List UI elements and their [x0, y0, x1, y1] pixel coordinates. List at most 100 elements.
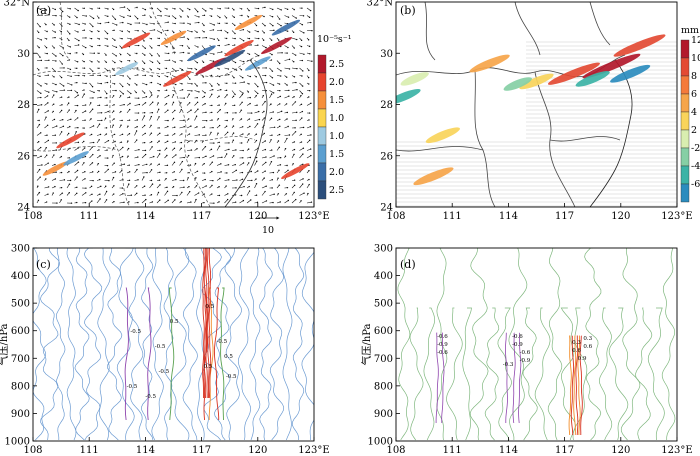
wind-vector-head — [45, 23, 47, 26]
wind-vector — [171, 199, 176, 204]
wind-vector-head — [129, 15, 132, 18]
wind-vector-head — [98, 149, 100, 151]
wind-vector-head — [270, 103, 272, 105]
wind-vector-head — [153, 29, 156, 31]
wind-vector-head — [83, 162, 85, 164]
wind-vector-head — [265, 81, 268, 84]
wind-vector — [261, 200, 267, 204]
contour-label: -0.6 — [520, 350, 531, 356]
wind-vector-head — [157, 102, 159, 104]
wind-vector-head — [293, 96, 295, 98]
wind-vector-head — [127, 140, 129, 142]
wind-vector-head — [280, 9, 282, 11]
wind-vector-head — [220, 89, 222, 91]
wind-vector-head — [288, 89, 290, 92]
contour-line — [259, 248, 273, 441]
colorbar-tick-label: 12 — [691, 35, 700, 46]
wind-vector-head — [60, 171, 63, 174]
divergence-cell — [214, 49, 246, 67]
wind-vector-head — [53, 24, 55, 26]
wind-vector-head — [120, 141, 123, 143]
wind-vector-head — [227, 164, 230, 166]
wind-vector — [36, 132, 41, 136]
wind-vector — [216, 146, 220, 151]
contour-line — [512, 332, 516, 424]
wind-vector-head — [226, 22, 228, 25]
precipitation-cell — [400, 72, 429, 86]
wind-vector — [171, 67, 177, 72]
wind-vector — [276, 67, 282, 72]
wind-vector — [164, 95, 169, 99]
colorbar-segment — [680, 93, 690, 113]
contour-line — [55, 248, 66, 440]
x-tick-label: 120 — [611, 445, 630, 456]
contour-line — [534, 307, 551, 441]
wind-vector-head — [115, 46, 118, 49]
wind-vector — [306, 155, 311, 159]
wind-vector-head — [195, 185, 198, 187]
wind-vector-head — [165, 177, 167, 180]
x-tick-label: 117 — [555, 445, 574, 456]
wind-vector — [299, 52, 305, 55]
wind-vector — [119, 147, 124, 151]
divergence-cell — [261, 37, 293, 55]
wind-vector-head — [286, 111, 289, 114]
wind-vector-head — [120, 53, 122, 56]
wind-vector — [201, 146, 206, 151]
divergence-cell — [234, 14, 263, 31]
wind-vector-head — [226, 172, 228, 174]
wind-vector-head — [167, 21, 169, 23]
wind-vector — [284, 200, 289, 204]
wind-vector-head — [107, 8, 109, 10]
wind-vector-head — [99, 193, 101, 195]
wind-vector-head — [248, 53, 251, 56]
x-tick-label: 111 — [443, 445, 462, 456]
wind-vector-head — [143, 176, 145, 178]
wind-vector-head — [168, 59, 171, 61]
wind-vector-head — [129, 78, 131, 80]
wind-vector-head — [300, 103, 303, 106]
contour-line — [620, 248, 641, 441]
wind-vector-head — [92, 74, 94, 76]
wind-vector-head — [45, 147, 47, 149]
contour-label: 0.5 — [205, 304, 214, 310]
wind-vector-head — [159, 83, 162, 86]
wind-vector-head — [60, 76, 63, 79]
wind-vector — [44, 186, 49, 189]
wind-vector-head — [121, 38, 123, 40]
wind-vector-head — [188, 47, 190, 50]
wind-vector-head — [301, 7, 303, 9]
wind-vector-head — [78, 39, 80, 42]
contour-line — [151, 248, 164, 441]
wind-vector-head — [256, 160, 258, 162]
wind-vector-head — [136, 52, 138, 55]
wind-vector-head — [56, 125, 58, 127]
contour-line — [423, 307, 436, 441]
wind-vector-head — [225, 185, 227, 187]
wind-vector-head — [194, 162, 197, 165]
wind-vector-head — [189, 190, 191, 193]
wind-vector-head — [280, 70, 282, 72]
wind-vector — [306, 60, 312, 62]
wind-vector-head — [38, 46, 40, 49]
wind-vector — [104, 169, 109, 174]
wind-vector-head — [188, 52, 190, 54]
contour-line — [163, 248, 174, 441]
wind-vector-head — [151, 47, 153, 49]
reference-vector: 10 — [258, 216, 280, 236]
wind-vector-head — [91, 200, 93, 202]
wind-vector-head — [62, 85, 65, 87]
wind-vector-head — [273, 29, 275, 32]
wind-vector-head — [300, 94, 302, 97]
wind-vector-head — [61, 10, 64, 13]
contour-line — [224, 248, 242, 441]
contour-line — [182, 248, 198, 441]
wind-vector-head — [188, 185, 190, 188]
wind-vector-head — [226, 82, 228, 84]
x-tick-label: 117 — [192, 445, 211, 456]
precipitation-cell — [503, 77, 532, 91]
wind-vector-head — [69, 33, 71, 35]
wind-vector — [299, 67, 303, 72]
wind-vector-head — [191, 90, 193, 92]
wind-vector-head — [182, 51, 185, 54]
